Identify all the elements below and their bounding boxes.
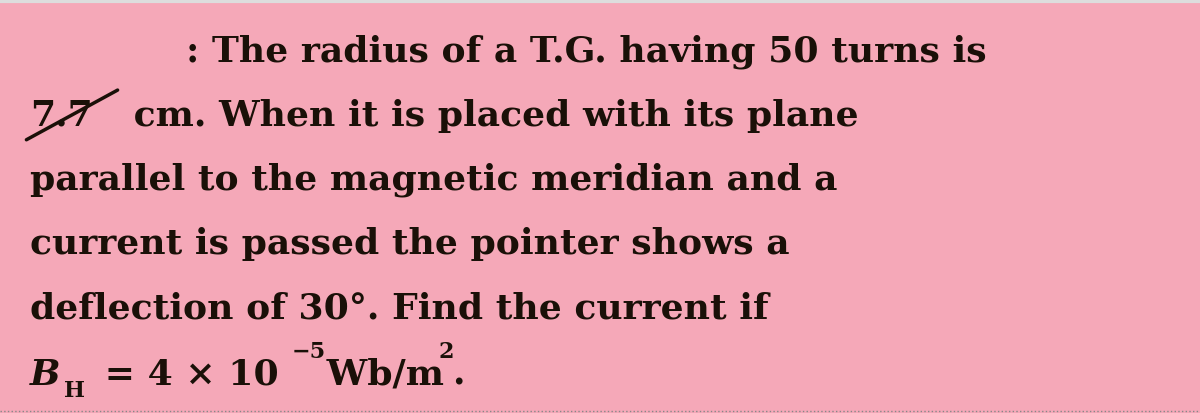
Text: deflection of 30°. Find the current if: deflection of 30°. Find the current if — [30, 291, 769, 325]
Text: = 4 × 10: = 4 × 10 — [92, 357, 280, 391]
Text: H: H — [64, 379, 84, 401]
Text: 2: 2 — [438, 340, 454, 362]
Text: B: B — [30, 357, 60, 391]
Text: 7.7: 7.7 — [30, 99, 92, 133]
Text: .: . — [452, 357, 464, 391]
Text: current is passed the pointer shows a: current is passed the pointer shows a — [30, 227, 790, 261]
Text: Wb/m: Wb/m — [314, 357, 444, 391]
Text: parallel to the magnetic meridian and a: parallel to the magnetic meridian and a — [30, 162, 838, 197]
Text: : The radius of a T.G. having 50 turns is: : The radius of a T.G. having 50 turns i… — [186, 34, 986, 69]
Text: cm. When it is placed with its plane: cm. When it is placed with its plane — [121, 99, 859, 133]
Text: −5: −5 — [292, 340, 325, 362]
